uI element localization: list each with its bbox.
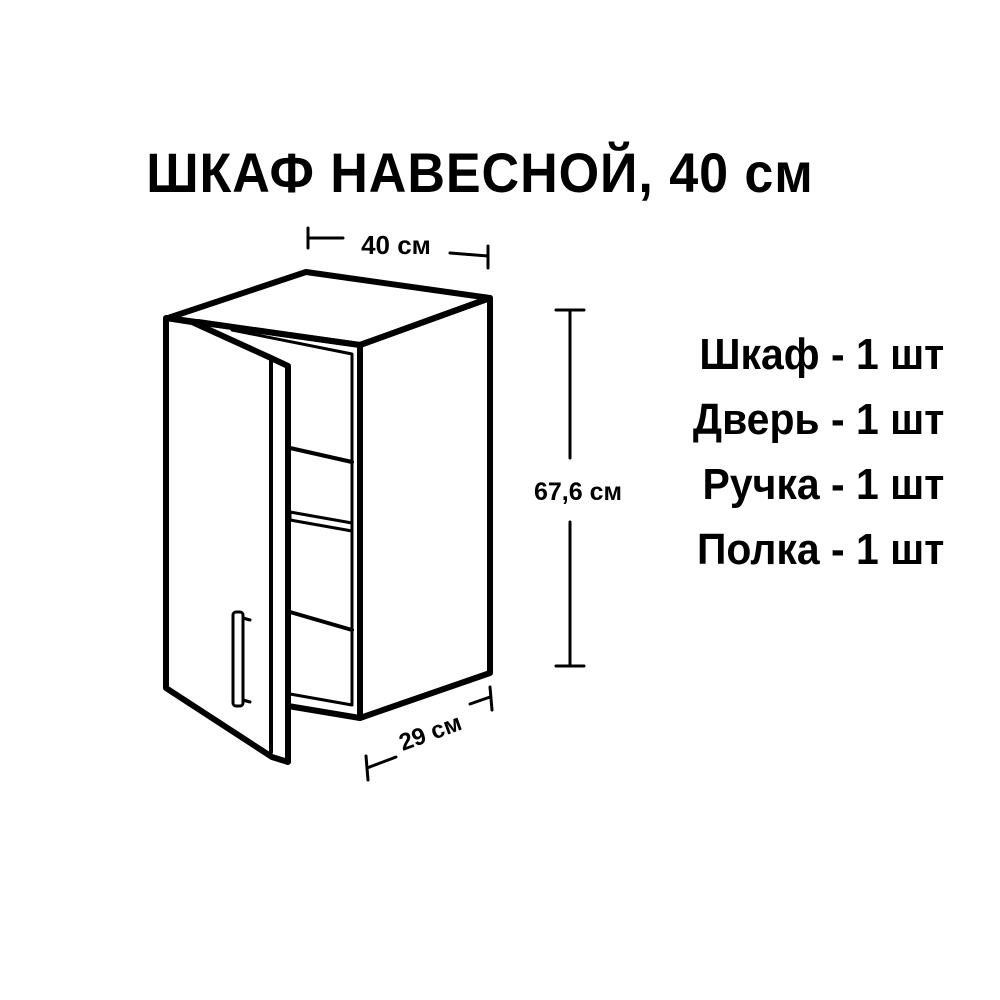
height-dimension-line (554, 308, 586, 668)
door-handle (231, 610, 252, 708)
width-dimension-line (306, 226, 490, 270)
parts-item-shelf: Полка - 1 шт (696, 525, 944, 574)
page-title: ШКАФ НАВЕСНОЙ, 40 см (146, 141, 814, 204)
parts-item-cabinet: Шкаф - 1 шт (699, 330, 944, 379)
parts-list: Шкаф - 1 шт Дверь - 1 шт Ручка - 1 шт По… (693, 322, 944, 582)
height-dimension-label: 67,6 см (534, 478, 622, 506)
cabinet-door (163, 315, 291, 765)
width-dimension-label: 40 см (361, 230, 431, 260)
depth-dimension-line (364, 685, 494, 782)
parts-item-handle: Ручка - 1 шт (702, 460, 944, 509)
shelf-lower (288, 610, 354, 632)
shelf-upper (288, 446, 354, 464)
shelf (288, 510, 354, 533)
parts-item-door: Дверь - 1 шт (692, 395, 944, 444)
depth-dimension-label: 29 см (396, 709, 466, 756)
